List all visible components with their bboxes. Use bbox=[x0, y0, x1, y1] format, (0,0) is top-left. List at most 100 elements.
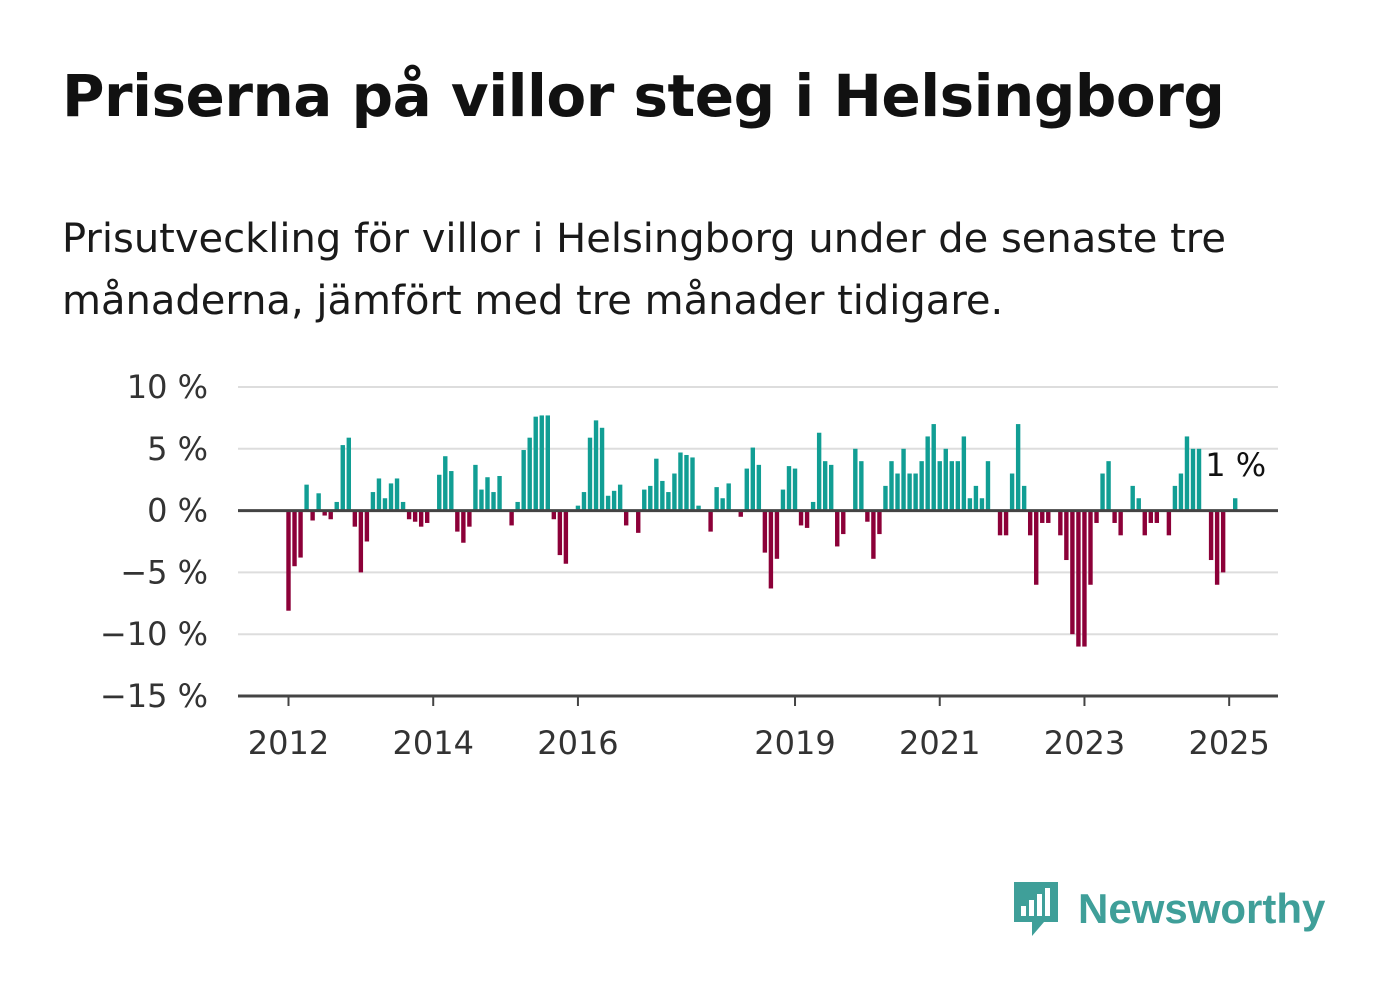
bar bbox=[461, 510, 466, 543]
bar bbox=[322, 510, 327, 516]
bar bbox=[1076, 510, 1081, 647]
bar bbox=[623, 510, 629, 526]
bar bbox=[455, 510, 460, 532]
bar bbox=[443, 456, 448, 511]
bar bbox=[437, 474, 442, 511]
grid-lines bbox=[238, 386, 1278, 636]
bar bbox=[672, 473, 677, 511]
bar bbox=[744, 468, 749, 511]
bar bbox=[1233, 498, 1238, 511]
bar bbox=[786, 466, 792, 511]
bar bbox=[1148, 510, 1153, 523]
bar bbox=[599, 427, 605, 511]
bar bbox=[1082, 510, 1087, 647]
bar bbox=[418, 510, 424, 527]
bar bbox=[406, 510, 412, 520]
bar bbox=[382, 498, 388, 511]
bar bbox=[678, 452, 683, 511]
bar bbox=[1214, 510, 1220, 585]
bar bbox=[539, 415, 544, 511]
bar bbox=[1136, 498, 1141, 511]
bar bbox=[491, 492, 496, 511]
bar bbox=[467, 510, 472, 527]
bar bbox=[593, 420, 599, 511]
bar bbox=[1009, 473, 1015, 511]
bar bbox=[400, 501, 406, 511]
chart-title: Priserna på villor steg i Helsingborg bbox=[62, 62, 1225, 130]
tick-labels: 10 % 5 % 0 % −5 % −10 % −15 % 2012 2014 2016 2019… bbox=[100, 368, 1270, 762]
bar bbox=[961, 436, 967, 511]
bar bbox=[666, 492, 671, 511]
bar bbox=[919, 461, 924, 511]
last-value-label: 1 % bbox=[1205, 446, 1266, 484]
bar bbox=[557, 510, 563, 556]
bar bbox=[304, 484, 309, 511]
bar bbox=[967, 498, 973, 511]
bar bbox=[774, 510, 780, 559]
y-tick-label: 5 % bbox=[147, 430, 208, 468]
bar bbox=[720, 498, 725, 511]
bar bbox=[690, 457, 695, 511]
axes bbox=[238, 509, 1278, 706]
bar bbox=[822, 461, 828, 511]
bar bbox=[931, 424, 936, 511]
bar bbox=[955, 461, 961, 511]
bar bbox=[358, 510, 364, 573]
bar bbox=[1166, 510, 1172, 536]
bar bbox=[340, 445, 345, 511]
bar bbox=[352, 510, 358, 527]
bar bbox=[1027, 510, 1033, 536]
x-tick-label: 2014 bbox=[393, 724, 474, 762]
bar bbox=[1112, 510, 1117, 523]
bar bbox=[877, 510, 882, 535]
bar bbox=[642, 489, 647, 511]
y-tick-label: −10 % bbox=[100, 615, 208, 653]
bar bbox=[762, 510, 768, 553]
bar bbox=[696, 505, 701, 511]
bar bbox=[816, 432, 822, 511]
bar bbox=[714, 487, 719, 511]
bar bbox=[533, 416, 538, 511]
bar bbox=[1184, 436, 1190, 511]
bar bbox=[587, 437, 593, 511]
bar bbox=[316, 493, 321, 511]
bar bbox=[1034, 510, 1039, 585]
bar bbox=[394, 478, 400, 511]
bar bbox=[853, 448, 858, 511]
y-tick-label: 10 % bbox=[127, 368, 208, 406]
bar bbox=[810, 501, 816, 511]
bar bbox=[901, 448, 906, 511]
bar bbox=[907, 473, 912, 511]
bar bbox=[1190, 448, 1196, 511]
bar bbox=[449, 471, 454, 511]
bar bbox=[286, 510, 291, 611]
bar bbox=[895, 473, 900, 511]
bar bbox=[871, 510, 876, 559]
bar bbox=[925, 436, 930, 511]
bar bbox=[943, 448, 948, 511]
bar bbox=[1118, 510, 1123, 536]
brand-name: Newsworthy bbox=[1078, 885, 1326, 932]
bar bbox=[1142, 510, 1147, 536]
bar bbox=[1208, 510, 1214, 561]
bar bbox=[1130, 485, 1135, 511]
x-tick-label: 2012 bbox=[248, 724, 329, 762]
bar bbox=[424, 510, 430, 523]
bar bbox=[798, 510, 804, 526]
bar bbox=[551, 510, 557, 520]
bar bbox=[684, 454, 689, 511]
bar bbox=[1094, 510, 1099, 523]
bar bbox=[545, 415, 550, 511]
bar bbox=[617, 484, 623, 511]
x-tick-label: 2019 bbox=[754, 724, 835, 762]
bar bbox=[859, 461, 864, 511]
bar bbox=[581, 492, 587, 511]
bar bbox=[937, 461, 942, 511]
brand-logo: Newsworthy bbox=[1010, 876, 1325, 942]
x-tick-label: 2016 bbox=[537, 724, 618, 762]
bar bbox=[708, 510, 713, 532]
bar bbox=[636, 510, 641, 533]
bar bbox=[515, 501, 520, 511]
bar bbox=[949, 461, 954, 511]
